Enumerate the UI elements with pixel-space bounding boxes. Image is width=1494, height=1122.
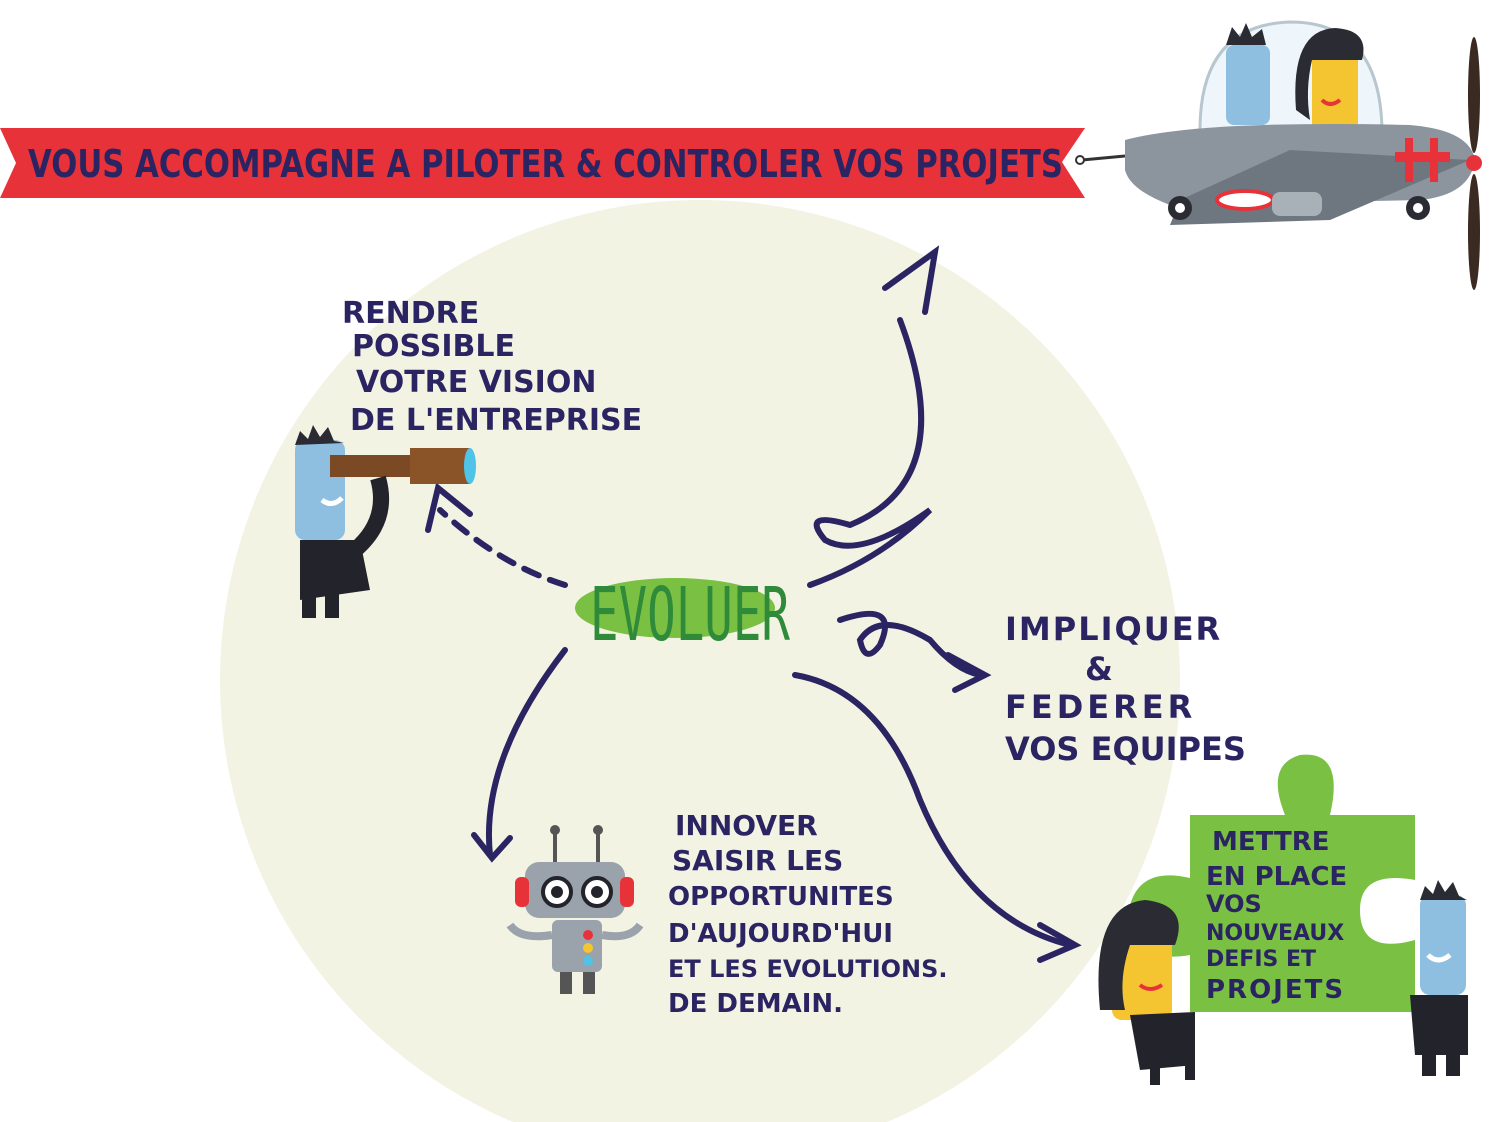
federer-line-4: VOS EQUIPES — [1005, 730, 1246, 768]
innover-line-1: INNOVER — [675, 809, 818, 842]
arrowhead-vision-icon — [425, 482, 473, 533]
arrow-puzzle — [792, 672, 1073, 948]
dashed-arrow-vision — [437, 507, 568, 588]
propeller-icon — [1468, 37, 1480, 153]
airplane-illustration — [1125, 20, 1482, 290]
arrowhead-up-icon — [882, 245, 940, 315]
innover-line-4: D'AUJOURD'HUI — [668, 919, 893, 949]
federer-line-3: FEDERER — [1005, 688, 1196, 726]
federer-text: IMPLIQUER & FEDERER VOS EQUIPES — [1005, 610, 1246, 768]
puzzle-line-6: PROJETS — [1206, 975, 1345, 1005]
vision-line-1: RENDRE — [342, 296, 479, 331]
innover-text: INNOVER SAISIR LES OPPORTUNITES D'AUJOUR… — [668, 809, 948, 1019]
puzzle-illustration — [1128, 754, 1415, 1012]
pilot-man-icon — [1226, 45, 1270, 125]
center-highlight — [575, 578, 775, 638]
puzzle-piece-icon — [1128, 754, 1415, 1012]
innover-line-5: ET LES EVOLUTIONS. — [668, 955, 948, 983]
arrowhead-innover-icon — [471, 832, 513, 863]
telescope-man-illustration — [295, 425, 476, 618]
banner-ribbon — [0, 128, 1085, 198]
puzzle-line-3: VOS — [1206, 890, 1262, 918]
arrows — [425, 245, 1082, 963]
robot-illustration — [506, 825, 644, 994]
arrowhead-federer-icon — [945, 652, 992, 693]
puzzle-line-1: METTRE — [1212, 827, 1329, 857]
federer-line-2: & — [1085, 650, 1113, 688]
vision-line-3: VOTRE VISION — [356, 365, 596, 400]
woman-illustration — [1098, 900, 1195, 1085]
vision-line-2: POSSIBLE — [352, 329, 515, 364]
arrow-up-right — [807, 317, 933, 588]
innover-line-2: SAISIR LES — [672, 844, 843, 877]
arrow-federer — [837, 610, 983, 678]
banner-text: VOUS ACCOMPAGNE A PILOTER & CONTROLER VO… — [28, 142, 1063, 186]
center-label: EVOLUER — [590, 572, 790, 658]
man-right-illustration — [1410, 880, 1468, 1076]
puzzle-text: METTRE EN PLACE VOS NOUVEAUX DEFIS ET PR… — [1206, 827, 1347, 1005]
banner: VOUS ACCOMPAGNE A PILOTER & CONTROLER VO… — [0, 128, 1126, 198]
vision-line-4: DE L'ENTREPRISE — [350, 403, 642, 438]
puzzle-line-4: NOUVEAUX — [1206, 921, 1344, 946]
pilot-woman-icon — [1312, 52, 1358, 132]
innover-line-3: OPPORTUNITES — [668, 882, 894, 912]
arrow-innover — [485, 647, 568, 858]
puzzle-line-5: DEFIS ET — [1206, 947, 1316, 972]
federer-line-1: IMPLIQUER — [1005, 610, 1222, 648]
background-circle — [220, 200, 1180, 1122]
arrowhead-puzzle-icon — [1037, 922, 1082, 963]
banner-rope — [1081, 154, 1126, 162]
puzzle-line-2: EN PLACE — [1206, 862, 1347, 892]
innover-line-6: DE DEMAIN. — [668, 989, 843, 1019]
man-right-head-icon — [1420, 895, 1466, 995]
vision-text: RENDRE POSSIBLE VOTRE VISION DE L'ENTREP… — [342, 296, 642, 438]
